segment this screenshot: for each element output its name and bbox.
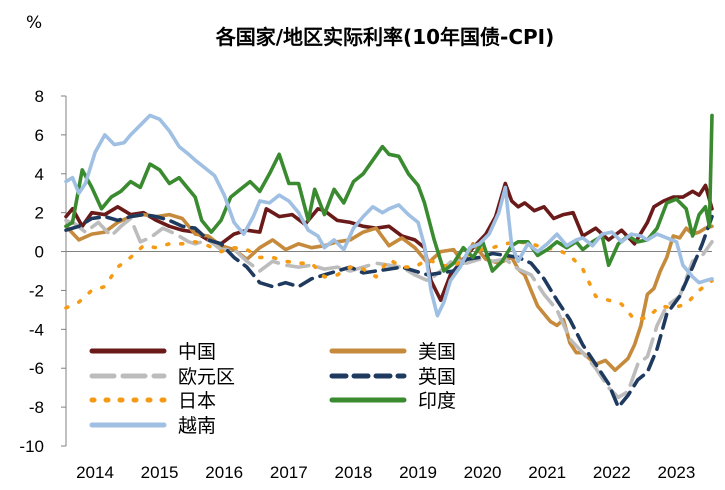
- y-tick-label: -8: [29, 398, 44, 417]
- x-tick-label: 2014: [76, 463, 114, 482]
- y-tick-label: -2: [29, 281, 44, 300]
- series-line-中国: [64, 181, 714, 302]
- y-unit-label: %: [26, 13, 42, 33]
- series-line-英国: [64, 212, 714, 409]
- x-tick-label: 2016: [205, 463, 243, 482]
- y-tick-label: 4: [35, 165, 44, 184]
- series-line-欧元区: [64, 216, 714, 400]
- y-tick-label: -6: [29, 359, 44, 378]
- y-tick-label: -4: [29, 320, 44, 339]
- legend-label: 越南: [178, 415, 216, 437]
- series-line-印度: [64, 113, 714, 273]
- legend-label: 日本: [178, 390, 216, 412]
- legend-label: 印度: [418, 390, 456, 412]
- axes: 8 6 4 2 0 -2 -4 -6 -8 -10 2014 2015 2016 2017 2018 2019…: [19, 87, 712, 482]
- series-lines: [64, 113, 714, 409]
- x-tick-label: 2018: [334, 463, 372, 482]
- x-tick-label: 2015: [141, 463, 179, 482]
- x-tick-label: 2017: [270, 463, 308, 482]
- x-tick-label: 2021: [528, 463, 566, 482]
- y-tick-label: 8: [35, 87, 44, 106]
- chart-title: 各国家/地区实际利率(10年国债-CPI): [215, 25, 555, 49]
- x-tick-label: 2022: [593, 463, 631, 482]
- legend-label: 中国: [178, 341, 216, 363]
- y-tick-label: 0: [35, 243, 44, 262]
- y-tick-label: 2: [35, 204, 44, 223]
- series-line-越南: [64, 113, 714, 318]
- legend-label: 英国: [418, 366, 456, 388]
- legend-label: 欧元区: [178, 366, 235, 388]
- legend-label: 美国: [418, 341, 456, 363]
- y-tick-label: -10: [19, 437, 44, 456]
- x-tick-label: 2019: [399, 463, 437, 482]
- x-tick-label: 2020: [464, 463, 502, 482]
- y-tick-label: 6: [35, 126, 44, 145]
- x-tick-label: 2023: [657, 463, 695, 482]
